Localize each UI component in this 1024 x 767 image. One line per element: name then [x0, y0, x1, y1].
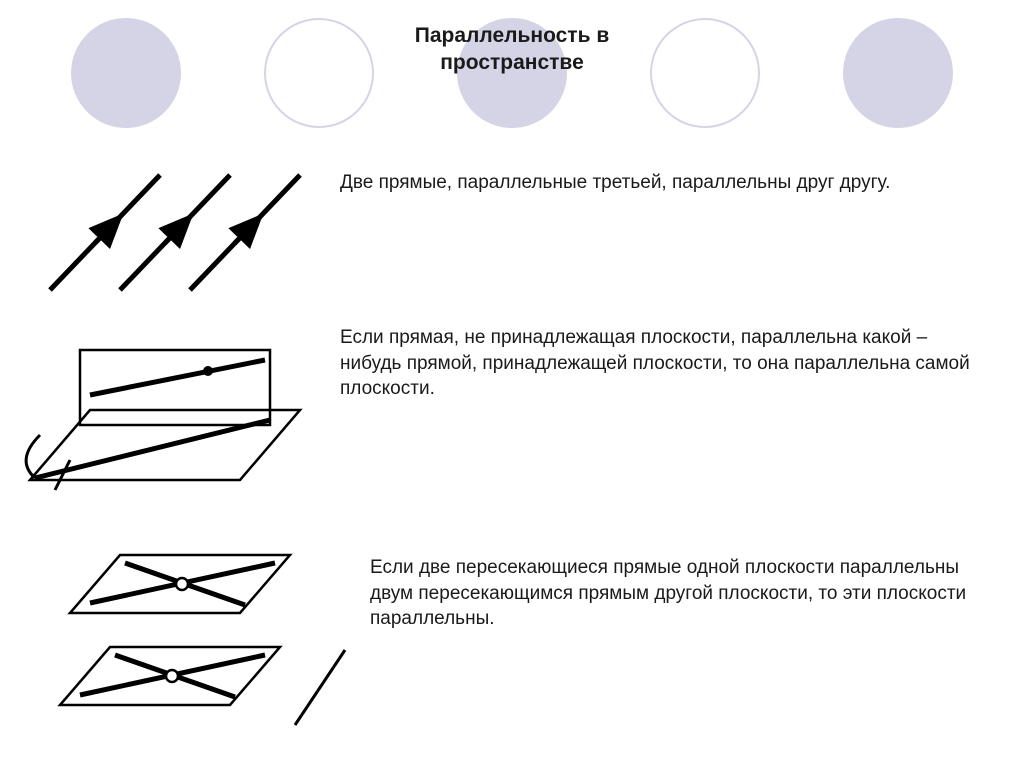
title-line1: Параллельность в — [415, 24, 609, 47]
diagram-line-plane — [20, 320, 320, 510]
theorem-1-text: Две прямые, параллельные третьей, паралл… — [340, 170, 890, 196]
slide-title: Параллельность в пространстве — [0, 22, 1024, 77]
title-line2: пространстве — [440, 51, 584, 74]
theorem-2-text: Если прямая, не принадлежащая плоскости,… — [340, 325, 980, 402]
diagram-parallel-lines — [30, 150, 310, 300]
diagram-two-planes — [40, 545, 350, 745]
theorem-3-text: Если две пересекающиеся прямые одной пло… — [370, 555, 990, 632]
